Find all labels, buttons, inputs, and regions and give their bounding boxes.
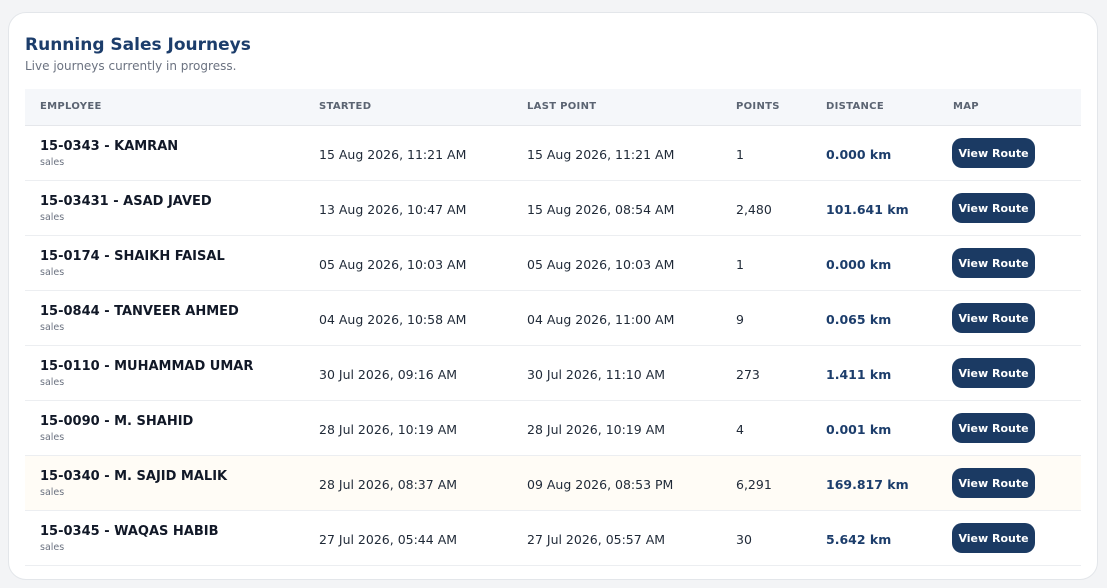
employee-role: sales <box>40 487 65 498</box>
employee-role: sales <box>40 157 65 168</box>
employee-name: 15-0110 - MUHAMMAD UMAR <box>40 359 254 374</box>
started: 27 Jul 2026, 05:44 AM <box>319 532 458 547</box>
employee-role: sales <box>40 267 65 278</box>
table-row: 15-03431 - ASAD JAVED sales 13 Aug 2026, 1… <box>25 181 1081 236</box>
employee-name: 15-03431 - ASAD JAVED <box>40 194 212 209</box>
employee-name: 15-0090 - M. SHAHID <box>40 414 194 429</box>
table-row: 15-0110 - MUHAMMAD UMAR sales 30 Jul 2026,… <box>25 346 1081 401</box>
table: EMPLOYEE STARTED LAST POINT POINTS DISTANCE M… <box>25 89 1081 566</box>
last-point: 15 Aug 2026, 08:54 AM <box>527 202 675 217</box>
view-route-button[interactable]: View Route <box>952 193 1035 223</box>
last-point: 30 Jul 2026, 11:10 AM <box>527 367 666 382</box>
started: 28 Jul 2026, 08:37 AM <box>319 477 458 492</box>
employee-role: sales <box>40 212 65 223</box>
last-point: 27 Jul 2026, 05:57 AM <box>527 532 666 547</box>
view-route-button[interactable]: View Route <box>952 413 1035 443</box>
employee-role: sales <box>40 377 65 388</box>
distance: 0.000 km <box>826 257 892 272</box>
table-row: 15-0174 - SHAIKH FAISAL sales 05 Aug 2026,… <box>25 236 1081 291</box>
view-route-button[interactable]: View Route <box>952 468 1035 498</box>
employee-name: 15-0174 - SHAIKH FAISAL <box>40 249 225 264</box>
view-route-button[interactable]: View Route <box>952 358 1035 388</box>
last-point: 05 Aug 2026, 10:03 AM <box>527 257 675 272</box>
title: Running Sales Journeys <box>25 35 251 55</box>
distance: 101.641 km <box>826 202 909 217</box>
column-header: LAST POINT <box>527 101 597 112</box>
points: 30 <box>736 532 752 547</box>
employee-role: sales <box>40 322 65 333</box>
started: 05 Aug 2026, 10:03 AM <box>319 257 467 272</box>
points: 1 <box>736 147 744 162</box>
column-header: EMPLOYEE <box>40 101 102 112</box>
table-row: 15-0343 - KAMRAN sales 15 Aug 2026, 11:21 … <box>25 126 1081 181</box>
card: Running Sales Journeys Live journeys cur… <box>8 12 1098 580</box>
employee-role: sales <box>40 432 65 443</box>
started: 28 Jul 2026, 10:19 AM <box>319 422 458 437</box>
last-point: 04 Aug 2026, 11:00 AM <box>527 312 675 327</box>
employee-role: sales <box>40 542 65 553</box>
employee-name: 15-0844 - TANVEER AHMED <box>40 304 239 319</box>
distance: 169.817 km <box>826 477 909 492</box>
table-header: EMPLOYEE STARTED LAST POINT POINTS DISTANCE M… <box>25 89 1081 126</box>
employee-name: 15-0340 - M. SAJID MALIK <box>40 469 228 484</box>
last-point: 28 Jul 2026, 10:19 AM <box>527 422 666 437</box>
distance: 0.065 km <box>826 312 892 327</box>
points: 2,480 <box>736 202 772 217</box>
view-route-button[interactable]: View Route <box>952 138 1035 168</box>
last-point: 15 Aug 2026, 11:21 AM <box>527 147 675 162</box>
view-route-button[interactable]: View Route <box>952 303 1035 333</box>
column-header: POINTS <box>736 101 780 112</box>
view-route-button[interactable]: View Route <box>952 523 1035 553</box>
last-point: 09 Aug 2026, 08:53 PM <box>527 477 674 492</box>
column-header: DISTANCE <box>826 101 884 112</box>
points: 6,291 <box>736 477 772 492</box>
distance: 0.001 km <box>826 422 892 437</box>
table-row: 15-0345 - WAQAS HABIB sales 27 Jul 2026, 0… <box>25 511 1081 566</box>
started: 13 Aug 2026, 10:47 AM <box>319 202 467 217</box>
subtitle: Live journeys currently in progress. <box>25 59 237 73</box>
distance: 0.000 km <box>826 147 892 162</box>
employee-name: 15-0343 - KAMRAN <box>40 139 179 154</box>
distance: 1.411 km <box>826 367 892 382</box>
points: 4 <box>736 422 744 437</box>
started: 04 Aug 2026, 10:58 AM <box>319 312 467 327</box>
column-header: MAP <box>953 101 979 112</box>
employee-name: 15-0345 - WAQAS HABIB <box>40 524 219 539</box>
points: 9 <box>736 312 744 327</box>
column-header: STARTED <box>319 101 372 112</box>
distance: 5.642 km <box>826 532 892 547</box>
view-route-button[interactable]: View Route <box>952 248 1035 278</box>
table-row: 15-0090 - M. SHAHID sales 28 Jul 2026, 10:… <box>25 401 1081 456</box>
table-row: 15-0340 - M. SAJID MALIK sales 28 Jul 2026… <box>25 456 1081 511</box>
table-row: 15-0844 - TANVEER AHMED sales 04 Aug 2026,… <box>25 291 1081 346</box>
started: 30 Jul 2026, 09:16 AM <box>319 367 458 382</box>
points: 273 <box>736 367 760 382</box>
started: 15 Aug 2026, 11:21 AM <box>319 147 467 162</box>
points: 1 <box>736 257 744 272</box>
